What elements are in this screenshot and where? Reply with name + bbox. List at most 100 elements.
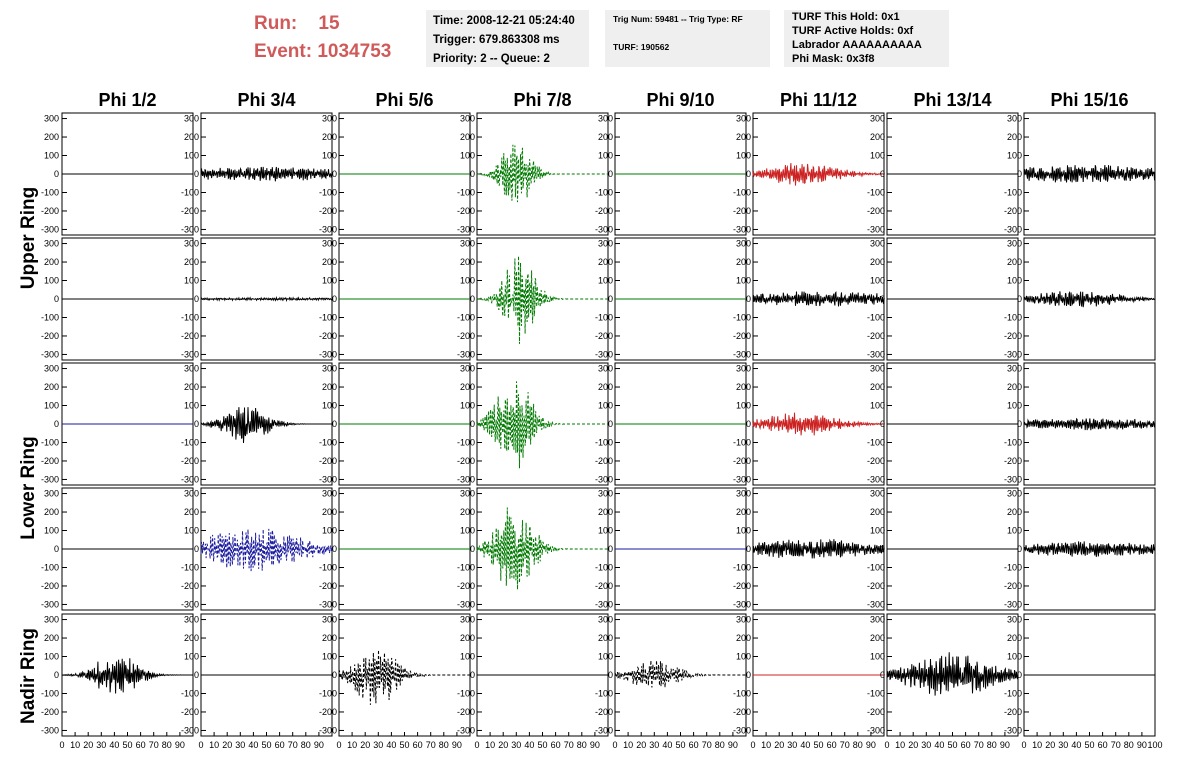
x-tick-label: 40: [800, 740, 810, 750]
y-tick-label: 0: [332, 294, 337, 304]
y-tick-label: -100: [595, 688, 613, 698]
y-tick-label: 200: [322, 257, 337, 267]
x-tick-label: 40: [662, 740, 672, 750]
y-tick-label: 300: [322, 615, 337, 625]
y-tick-label: -100: [181, 187, 199, 197]
x-tick-label: 10: [485, 740, 495, 750]
y-tick-label: 0: [608, 294, 613, 304]
y-tick-label: 200: [736, 257, 751, 267]
x-tick-label: 10: [209, 740, 219, 750]
y-tick-label: -200: [319, 206, 337, 216]
y-tick-label: 300: [1007, 239, 1022, 249]
y-tick-label: 300: [1007, 114, 1022, 124]
waveform-trace: [476, 255, 608, 344]
y-tick-label: 0: [1017, 419, 1022, 429]
y-tick-label: 100: [1007, 526, 1022, 536]
y-tick-label: 300: [598, 239, 613, 249]
x-tick-label: 50: [261, 740, 271, 750]
y-tick-label: -200: [595, 206, 613, 216]
x-tick-label: 0: [474, 740, 479, 750]
y-tick-label: 200: [184, 382, 199, 392]
y-tick-label: 0: [880, 670, 885, 680]
y-tick-label: 300: [736, 239, 751, 249]
x-tick-label: 50: [399, 740, 409, 750]
y-tick-label: -300: [319, 474, 337, 484]
y-tick-label: 100: [1007, 652, 1022, 662]
y-tick-label: -200: [867, 206, 885, 216]
y-tick-label: -100: [319, 437, 337, 447]
y-tick-label: -300: [867, 474, 885, 484]
y-tick-label: 0: [54, 419, 59, 429]
y-tick-label: 100: [870, 401, 885, 411]
y-tick-label: 300: [322, 239, 337, 249]
y-tick-label: -200: [733, 456, 751, 466]
x-tick-label: 70: [974, 740, 984, 750]
y-tick-label: 200: [322, 507, 337, 517]
y-tick-label: 200: [460, 633, 475, 643]
y-tick-label: 200: [1007, 257, 1022, 267]
x-tick-label: 30: [511, 740, 521, 750]
waveform-trace: [476, 144, 608, 203]
y-tick-label: -100: [181, 562, 199, 572]
x-tick-label: 40: [524, 740, 534, 750]
waveform-trace: [614, 660, 746, 688]
y-tick-label: -200: [319, 581, 337, 591]
y-tick-label: 300: [1007, 364, 1022, 374]
y-tick-label: 200: [870, 507, 885, 517]
y-tick-label: -100: [1004, 312, 1022, 322]
y-tick-label: -200: [733, 707, 751, 717]
x-tick-label: 20: [498, 740, 508, 750]
y-tick-label: 0: [332, 544, 337, 554]
y-tick-label: -200: [457, 581, 475, 591]
trig-num-text: Trig Num: 59481 -- Trig Type: RF: [613, 14, 743, 24]
y-tick-label: 200: [870, 382, 885, 392]
y-tick-label: 300: [44, 364, 59, 374]
x-tick-label: 70: [149, 740, 159, 750]
x-tick-label: 90: [728, 740, 738, 750]
y-tick-label: -200: [319, 456, 337, 466]
x-tick-label: 80: [577, 740, 587, 750]
y-tick-label: -300: [457, 725, 475, 735]
y-tick-label: -100: [41, 562, 59, 572]
y-tick-label: -300: [319, 599, 337, 609]
y-tick-label: 0: [194, 294, 199, 304]
y-tick-label: 0: [608, 169, 613, 179]
y-tick-label: -300: [733, 224, 751, 234]
y-tick-label: 200: [322, 633, 337, 643]
y-tick-label: 200: [598, 132, 613, 142]
y-tick-label: -100: [595, 187, 613, 197]
x-tick-label: 0: [59, 740, 64, 750]
y-tick-label: 200: [460, 132, 475, 142]
y-tick-label: 100: [184, 401, 199, 411]
event-label: Event:: [254, 41, 313, 62]
y-tick-label: 100: [598, 276, 613, 286]
waveform-trace: [476, 381, 608, 469]
x-tick-label: 80: [301, 740, 311, 750]
y-tick-label: -100: [733, 312, 751, 322]
y-tick-label: 300: [460, 114, 475, 124]
y-tick-label: 300: [598, 615, 613, 625]
y-tick-label: 100: [460, 652, 475, 662]
y-tick-label: 100: [184, 151, 199, 161]
y-tick-label: -100: [457, 437, 475, 447]
y-tick-label: 100: [44, 401, 59, 411]
y-tick-label: -200: [595, 331, 613, 341]
y-tick-label: 0: [54, 544, 59, 554]
y-tick-label: 100: [1007, 401, 1022, 411]
y-tick-label: -200: [595, 456, 613, 466]
waveform-trace: [200, 528, 333, 572]
y-tick-label: 0: [470, 670, 475, 680]
x-tick-label: 60: [551, 740, 561, 750]
y-tick-label: 300: [322, 489, 337, 499]
x-tick-label: 80: [439, 740, 449, 750]
y-tick-label: -200: [41, 456, 59, 466]
time-info-box: Time: 2008-12-21 05:24:40 Trigger: 679.8…: [426, 10, 589, 67]
waveform-trace: [1023, 290, 1156, 308]
x-tick-label: 10: [347, 740, 357, 750]
ring-label-3: Nadir Ring: [18, 628, 39, 724]
column-header-3: Phi 5/6: [375, 90, 433, 110]
x-tick-label: 80: [987, 740, 997, 750]
waveform-trace: [338, 649, 470, 705]
turf-active-holds-text: TURF Active Holds: 0xf: [792, 25, 914, 37]
y-tick-label: -300: [41, 725, 59, 735]
